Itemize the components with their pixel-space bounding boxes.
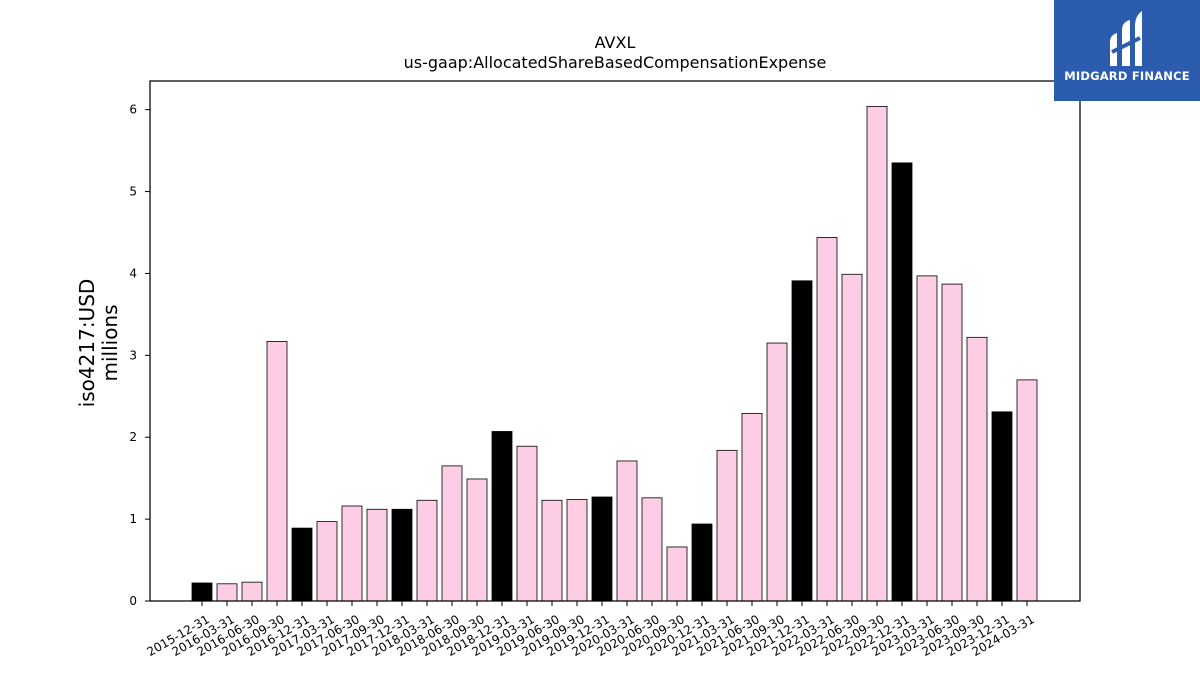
- bar-2017-06-30: [341, 505, 363, 602]
- bar-2018-12-31: [491, 431, 513, 602]
- plot-frame: [149, 80, 1081, 602]
- bar-2019-03-31: [516, 445, 538, 602]
- bar-2020-06-30: [641, 497, 663, 602]
- bar-2018-09-30: [466, 478, 488, 602]
- bar-2024-03-31: [1016, 379, 1038, 602]
- bar-2022-03-31: [816, 237, 838, 602]
- bar-2023-12-31: [991, 411, 1013, 602]
- bar-2018-06-30: [441, 465, 463, 602]
- bar-2018-03-31: [416, 499, 438, 602]
- y-tick-label: 0: [129, 594, 137, 608]
- chart-subtitle: us-gaap:AllocatedShareBasedCompensationE…: [404, 53, 827, 72]
- y-axis-label-line1: iso4217:USD: [75, 279, 99, 408]
- bar-2023-06-30: [941, 283, 963, 602]
- bar-2016-12-31: [291, 527, 313, 602]
- bar-2019-09-30: [566, 499, 588, 602]
- bar-2019-12-31: [591, 496, 613, 602]
- bar-2017-12-31: [391, 508, 413, 602]
- bar-2020-12-31: [691, 523, 713, 602]
- logo-mark-icon: [1110, 11, 1142, 66]
- bar-2020-09-30: [666, 546, 688, 602]
- bar-2016-09-30: [266, 341, 288, 602]
- bar-2022-12-31: [891, 162, 913, 602]
- bar-2022-06-30: [841, 273, 863, 602]
- bar-2023-09-30: [966, 336, 988, 602]
- y-tick-label: 3: [129, 348, 137, 362]
- y-axis-label-line2: millions: [98, 304, 122, 381]
- midgard-finance-logo: MIDGARD FINANCE: [1054, 0, 1200, 101]
- y-tick-label: 5: [129, 185, 137, 199]
- logo-text: MIDGARD FINANCE: [1064, 69, 1190, 83]
- bar-2016-06-30: [241, 581, 263, 602]
- y-tick-label: 1: [129, 512, 137, 526]
- bar-2023-03-31: [916, 275, 938, 602]
- bar-2022-09-30: [866, 105, 888, 602]
- bar-2021-06-30: [741, 413, 763, 602]
- bar-2016-03-31: [216, 583, 238, 602]
- bar-2017-03-31: [316, 521, 338, 602]
- y-tick-label: 4: [129, 266, 137, 280]
- bar-2020-03-31: [616, 460, 638, 602]
- chart-title: AVXL: [595, 33, 636, 52]
- bar-2017-09-30: [366, 508, 388, 602]
- bar-2015-12-31: [191, 582, 213, 602]
- bar-2021-03-31: [716, 449, 738, 602]
- bar-2019-06-30: [541, 499, 563, 602]
- bar-2021-09-30: [766, 342, 788, 602]
- y-tick-label: 2: [129, 430, 137, 444]
- y-tick-label: 6: [129, 103, 137, 117]
- bar-2021-12-31: [791, 280, 813, 602]
